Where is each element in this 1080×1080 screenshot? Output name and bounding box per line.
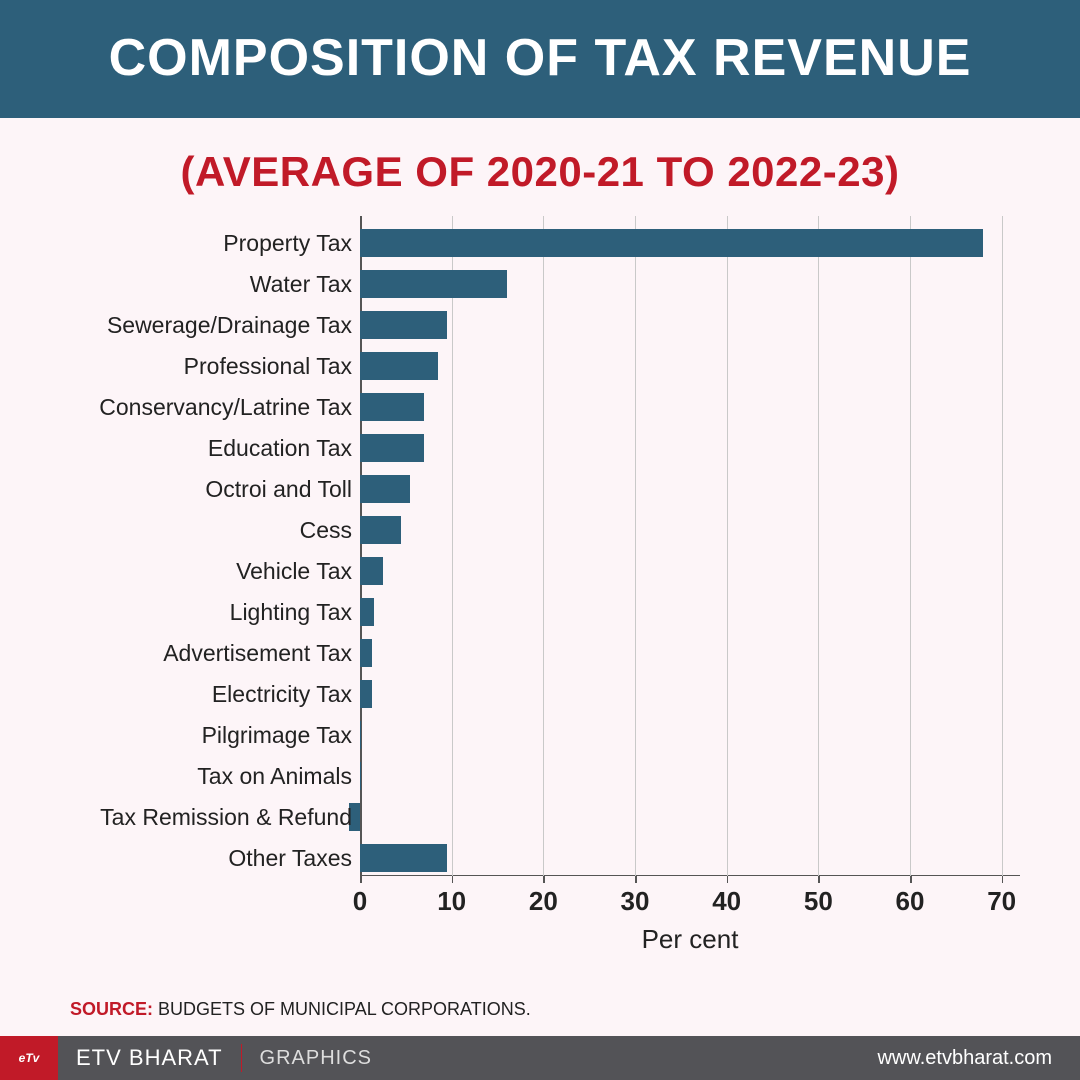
bar [360,393,424,421]
bar [360,475,410,503]
y-category-label: Sewerage/Drainage Tax [52,311,352,339]
y-category-label: Vehicle Tax [52,557,352,585]
y-category-label: Education Tax [52,434,352,462]
footer-url: www.etvbharat.com [849,1036,1080,1080]
y-category-label: Water Tax [52,270,352,298]
gridline [910,216,911,876]
gridline [543,216,544,876]
y-category-label: Tax Remission & Refund [52,803,352,831]
bar [360,229,983,257]
x-tick-label: 10 [437,886,466,917]
x-tick-mark [727,876,729,883]
y-category-label: Professional Tax [52,352,352,380]
bar [360,680,372,708]
bar [360,270,507,298]
x-tick-mark [1002,876,1004,883]
y-category-label: Octroi and Toll [52,475,352,503]
header-band: COMPOSITION OF TAX REVENUE [0,0,1080,118]
bar [360,434,424,462]
y-category-label: Lighting Tax [52,598,352,626]
x-tick-mark [543,876,545,883]
x-tick-label: 30 [621,886,650,917]
x-axis-title: Per cent [642,924,739,955]
y-category-label: Electricity Tax [52,680,352,708]
x-tick-mark [818,876,820,883]
bar [360,598,374,626]
gridline [1002,216,1003,876]
bar [360,639,372,667]
footer-section: GRAPHICS [242,1036,390,1080]
x-tick-label: 50 [804,886,833,917]
x-tick-label: 40 [712,886,741,917]
x-tick-label: 20 [529,886,558,917]
source-text: BUDGETS OF MUNICIPAL CORPORATIONS. [153,999,531,1019]
plot-area: Per cent 010203040506070 [360,216,1020,876]
x-tick-label: 70 [987,886,1016,917]
bar [360,557,383,585]
y-category-label: Property Tax [52,229,352,257]
gridline [452,216,453,876]
y-category-label: Cess [52,516,352,544]
chart-container: Per cent 010203040506070 Property Tax Wat… [40,206,1040,946]
source-line: SOURCE: BUDGETS OF MUNICIPAL CORPORATION… [70,999,531,1020]
bar [360,721,361,749]
y-category-label: Tax on Animals [52,762,352,790]
y-category-label: Other Taxes [52,844,352,872]
x-axis [360,875,1020,877]
gridline [818,216,819,876]
subtitle: (AVERAGE OF 2020-21 TO 2022-23) [0,148,1080,196]
bar [360,844,447,872]
brand-name: ETV BHARAT [58,1036,241,1080]
x-tick-mark [635,876,637,883]
page-title: COMPOSITION OF TAX REVENUE [40,28,1040,88]
x-tick-label: 60 [896,886,925,917]
y-category-label: Advertisement Tax [52,639,352,667]
gridline [635,216,636,876]
x-tick-mark [452,876,454,883]
x-tick-label: 0 [353,886,367,917]
gridline [727,216,728,876]
x-tick-mark [910,876,912,883]
brand-logo: eTv [0,1036,58,1080]
bar [360,311,447,339]
bar [360,516,401,544]
x-tick-mark [360,876,362,883]
y-category-label: Pilgrimage Tax [52,721,352,749]
source-label: SOURCE: [70,999,153,1019]
y-category-label: Conservancy/Latrine Tax [52,393,352,421]
bar [360,352,438,380]
footer-bar: eTv ETV BHARAT GRAPHICS www.etvbharat.co… [0,1036,1080,1080]
